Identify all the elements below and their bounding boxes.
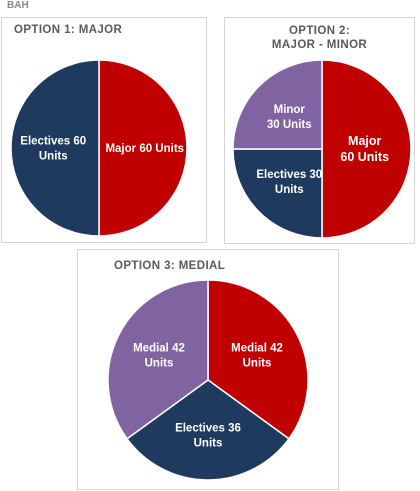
pie-3-slice-3: [107, 279, 209, 440]
option-2-pie: Major 60 Units Electives 30 Units Minor 30 Un…: [232, 59, 412, 239]
option-3-pie: Medial 42 Units Electives 36 Units Medial 42…: [107, 279, 309, 481]
option-3-title: OPTION 3: MEDIAL: [114, 260, 226, 272]
pie-1-slice-1-label: Major 60 Units: [105, 143, 184, 155]
option-1-chart: OPTION 1: MAJOR Major 60 Units Electives …: [1, 17, 207, 243]
option-2-title-line-2: MAJOR - MINOR: [271, 39, 368, 51]
pie-2-slice-2-label: Electives 30 Units: [256, 169, 322, 196]
pie-3-slice-3-label: Medial 42 Units: [133, 343, 185, 370]
pie-2-slice-2: [232, 148, 323, 239]
pie-1-slice-1: [98, 59, 188, 237]
pie-3-slice-2-label: Electives 36 Units: [175, 423, 241, 450]
pie-1-slice-2: [10, 59, 100, 237]
pie-3-slice-1-label: Medial 42 Units: [231, 343, 283, 370]
pie-1-slice-2-label: Electives 60 Units: [20, 136, 86, 163]
pie-2-slice-1: [321, 59, 412, 239]
option-2-chart: OPTION 2: MAJOR - MINOR Major 60 Units Ele…: [224, 17, 415, 244]
option-2-title-line-1: OPTION 2:: [288, 25, 351, 37]
corner-label: BAH: [7, 0, 29, 11]
option-3-chart: OPTION 3: MEDIAL Medial 42 Units Electives…: [77, 249, 339, 490]
option-2-title: OPTION 2: MAJOR - MINOR: [225, 24, 414, 52]
pie-3-slice-1: [207, 279, 309, 440]
pie-2-slice-3: [232, 59, 323, 150]
pie-3-slice-2: [126, 379, 290, 481]
pie-2-slice-3-label: Minor 30 Units: [267, 104, 312, 131]
option-1-title: OPTION 1: MAJOR: [14, 24, 123, 36]
option-1-pie: Major 60 Units Electives 60 Units: [10, 59, 188, 237]
pie-2-slice-1-label: Major 60 Units: [340, 134, 389, 164]
